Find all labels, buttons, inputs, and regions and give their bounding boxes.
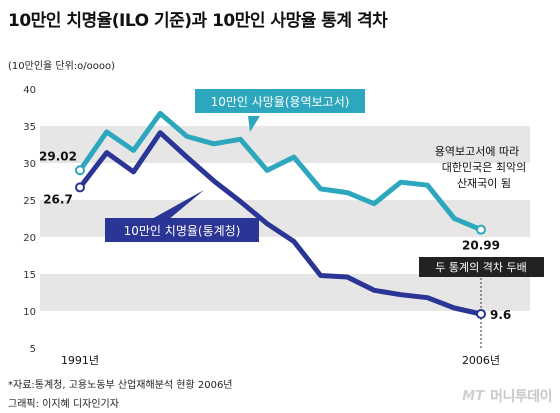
series-1-end-label: 9.6 (490, 308, 511, 322)
line-chart: 5 10 15 20 25 30 35 40 1991년 2006년 10만인 사망율(용역보… (23, 85, 544, 367)
y-axis: 5 10 15 20 25 30 35 40 (23, 85, 36, 355)
note-line-1: 용역보고서에 따라 (435, 145, 519, 158)
credit-note: 그래픽: 이지혜 디자인기자 (8, 399, 119, 410)
x-axis: 1991년 2006년 (61, 354, 500, 367)
logo-mark: MT (462, 388, 485, 404)
navy-callout-pointer (150, 190, 204, 220)
series-line-0 (77, 110, 484, 233)
y-tick-label-2: 15 (23, 270, 36, 281)
x-tick-label-end: 2006년 (462, 354, 500, 367)
y-tick-label-4: 25 (23, 196, 36, 207)
teal-callout-pointer (248, 116, 260, 132)
unit-note: (10만인율 단위:o/oooo) (8, 61, 116, 72)
y-tick-label-6: 35 (23, 122, 36, 133)
x-tick-label-start: 1991년 (61, 354, 99, 367)
source-note: *자료:통계청, 고용노동부 산업재해분석 현황 2006년 (8, 380, 233, 391)
series-1-start-point (75, 182, 85, 193)
series-0-end-label: 20.99 (462, 239, 500, 253)
annotations: 용역보고서에 따라 대한민국은 최악의 산재국이 됨 두 통계의 격차 두배 (419, 145, 544, 350)
grid-band-0 (40, 274, 530, 311)
y-tick-label-3: 20 (23, 233, 36, 244)
series-line-1 (77, 130, 484, 317)
teal-callout-box (195, 89, 365, 113)
navy-callout-box (105, 218, 259, 242)
y-tick-label-1: 10 (23, 307, 36, 318)
teal-series-label: 10만인 사망율(용역보고서) (211, 95, 350, 109)
y-tick-label-5: 30 (23, 159, 36, 170)
series-0-start-point (75, 165, 85, 176)
note-line-2: 대한민국은 최악의 (442, 161, 526, 174)
note-line-3: 산재국이 됨 (457, 177, 511, 190)
logo-text: 머니투데이 (490, 389, 552, 405)
brand-logo: MT 머니투데이 (462, 386, 552, 406)
y-tick-label-7: 40 (23, 85, 36, 96)
series-1-start-label: 26.7 (43, 192, 73, 206)
series-endpoints (75, 165, 486, 319)
series-1-end-point (476, 308, 486, 319)
series-callouts: 10만인 사망율(용역보고서) 10만인 치명율(통계청) (105, 89, 365, 242)
navy-series-label: 10만인 치명율(통계청) (124, 224, 241, 238)
gap-label: 두 통계의 격차 두배 (435, 261, 526, 274)
series-0-end-point (476, 224, 486, 235)
gap-label-box (419, 257, 544, 277)
series-0-start-label: 29.02 (39, 149, 77, 163)
value-labels: 29.02 20.99 26.7 9.6 (39, 149, 511, 322)
chart-title: 10만인 치명율(ILO 기준)과 10만인 사망율 통계 격차 (8, 11, 388, 31)
y-tick-label-0: 5 (30, 344, 36, 355)
series-lines (77, 110, 484, 317)
